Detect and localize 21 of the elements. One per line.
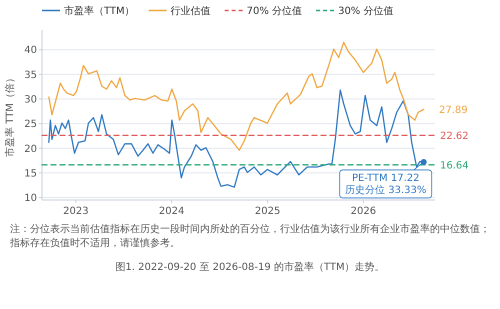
y-tick-label: 15 — [24, 168, 37, 180]
y-tick-label: 20 — [24, 144, 37, 155]
y-tick-label: 40 — [24, 45, 37, 56]
data-label: 27.89 — [439, 104, 468, 116]
y-axis-title: 市盈率 TTM（倍） — [4, 73, 16, 157]
data-label: 16.64 — [440, 160, 469, 172]
legend-label: 市盈率（TTM） — [64, 5, 135, 17]
x-tick-label: 2026 — [350, 206, 376, 217]
y-tick-label: 25 — [24, 119, 37, 130]
data-label: 22.62 — [440, 130, 469, 142]
text: 注：分位表示当前估值指标在历史一段时间内所处的百分位，行业估值为该行业所有企业市盈率的中位数值；指标存在负值时不适用，请谨慎参考。 — [9, 223, 490, 249]
x-tick-label: 2025 — [254, 206, 280, 217]
caption: 图1. 2022-09-20 至 2026-08-19 的市盈率（TTM）走势。 — [115, 261, 385, 273]
y-tick-label: 35 — [24, 70, 37, 81]
legend-label: 70% 分位值 — [246, 5, 302, 17]
legend-label: 30% 分位值 — [338, 5, 394, 17]
x-tick-label: 2024 — [158, 206, 184, 217]
x-tick-label: 2023 — [63, 206, 89, 217]
y-tick-label: 30 — [24, 94, 37, 106]
y-tick-label: 10 — [24, 193, 37, 204]
legend-label: 行业估值 — [170, 5, 211, 17]
